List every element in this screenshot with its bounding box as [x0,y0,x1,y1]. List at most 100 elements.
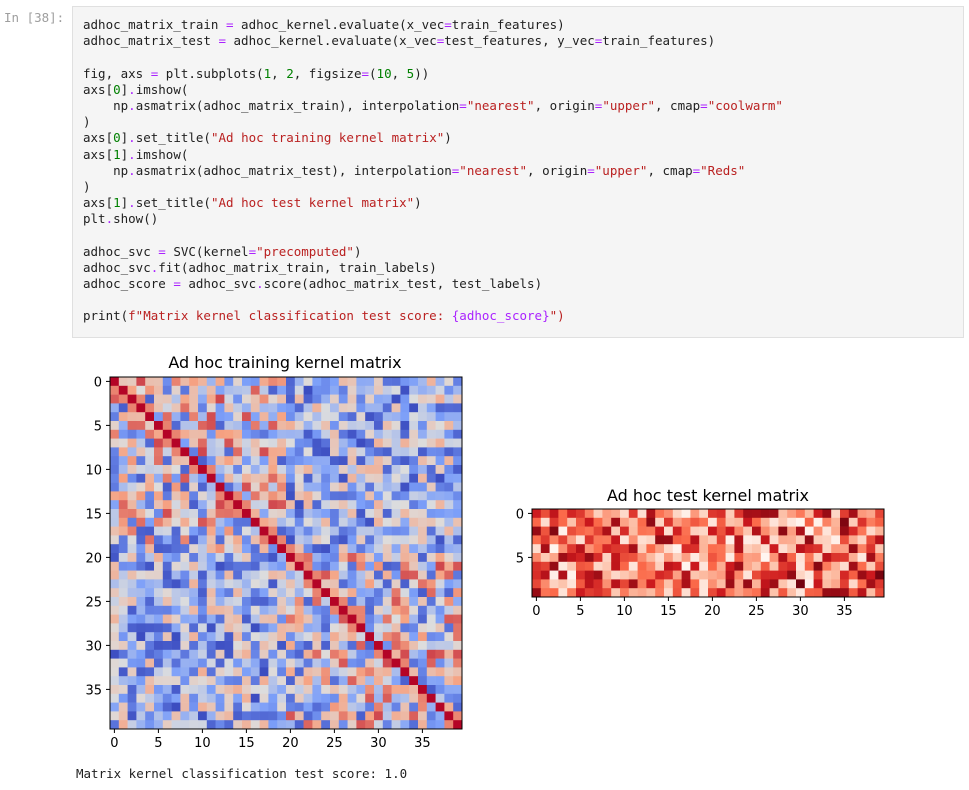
heatmap-cell [127,429,137,439]
heatmap-cell [206,500,216,510]
heatmap-cell [110,385,120,395]
heatmap-cell [435,526,445,536]
heatmap-cell [453,685,463,695]
heatmap-cell [198,517,208,527]
heatmap-cell [136,649,146,659]
heatmap-cell [110,544,120,554]
heatmap-cell [857,570,867,580]
heatmap-cell [866,526,876,536]
heatmap-cell [171,509,181,519]
heatmap-cell [224,667,234,677]
heatmap-cell [453,579,463,589]
heatmap-cell [215,588,225,598]
heatmap-cell [453,421,463,431]
heatmap-cell [162,570,172,580]
heatmap-cell [206,535,216,545]
heatmap-cell [840,553,850,563]
y-tick-label: 20 [85,551,102,566]
heatmap-cell [435,685,445,695]
heatmap-cell [391,377,401,387]
heatmap-cell [286,535,296,545]
heatmap-cell [206,385,216,395]
heatmap-cell [444,473,454,483]
heatmap-cell [118,685,128,695]
heatmap-cell [294,667,304,677]
heatmap-cell [224,614,234,624]
heatmap-cell [180,394,190,404]
heatmap-cell [576,517,586,527]
heatmap-cell [198,623,208,633]
heatmap-cell [312,570,322,580]
heatmap-cell [391,544,401,554]
heatmap-cell [356,473,366,483]
heatmap-cell [277,429,287,439]
heatmap-cell [268,720,278,730]
heatmap-cell [180,702,190,712]
heatmap-cell [127,561,137,571]
heatmap-cell [646,544,656,554]
heatmap-cell [180,385,190,395]
heatmap-cell [769,517,779,527]
heatmap-cell [611,535,621,545]
heatmap-cell [206,438,216,448]
heatmap-cell [242,579,252,589]
heatmap-cell [444,544,454,554]
heatmap-cell [162,579,172,589]
heatmap-cell [189,535,199,545]
heatmap-cell [118,535,128,545]
heatmap-cell [382,447,392,457]
heatmap-cell [400,517,410,527]
heatmap-cell [259,447,269,457]
heatmap-cell [215,676,225,686]
heatmap-cell [444,429,454,439]
heatmap-cell [453,412,463,422]
heatmap-cell [250,693,260,703]
heatmap-cell [347,526,357,536]
heatmap-cell [215,693,225,703]
heatmap-cell [250,553,260,563]
heatmap-cell [154,588,164,598]
heatmap-cell [716,561,726,571]
heatmap-cell [145,685,155,695]
heatmap-cell [769,579,779,589]
heatmap-cell [435,473,445,483]
code-input-area[interactable]: adhoc_matrix_train = adhoc_kernel.evalua… [72,6,964,338]
heatmap-cell [338,702,348,712]
heatmap-cell [321,605,331,615]
heatmap-cell [206,447,216,457]
heatmap-cell [286,720,296,730]
heatmap-cell [294,394,304,404]
heatmap-cell [224,526,234,536]
code-token: ] [120,130,129,146]
heatmap-cell [664,561,674,571]
heatmap-cell [294,720,304,730]
heatmap-cell [321,553,331,563]
heatmap-cell [242,561,252,571]
heatmap-cell [453,456,463,466]
heatmap-cell [180,623,190,633]
heatmap-cell [303,658,313,668]
heatmap-cell [233,588,243,598]
heatmap-cell [224,553,234,563]
heatmap-cell [224,517,234,527]
heatmap-cell [180,658,190,668]
code-editor[interactable]: adhoc_matrix_train = adhoc_kernel.evalua… [83,17,783,325]
heatmap-cell [250,720,260,730]
heatmap-cell [136,632,146,642]
heatmap-cell [136,658,146,668]
heatmap-cell [321,456,331,466]
heatmap-cell [127,377,137,387]
heatmap-cell [734,588,744,598]
heatmap-cell [409,632,419,642]
heatmap-cell [294,491,304,501]
heatmap-cell [242,614,252,624]
code-token: . [128,130,136,146]
heatmap-cell [716,570,726,580]
heatmap-cell [409,377,419,387]
code-token: adhoc_matrix_test [83,33,219,49]
heatmap-cell [145,561,155,571]
heatmap-cell [347,509,357,519]
heatmap-cell [356,517,366,527]
code-token: = [587,162,595,178]
code-token: train_features) [602,33,716,49]
